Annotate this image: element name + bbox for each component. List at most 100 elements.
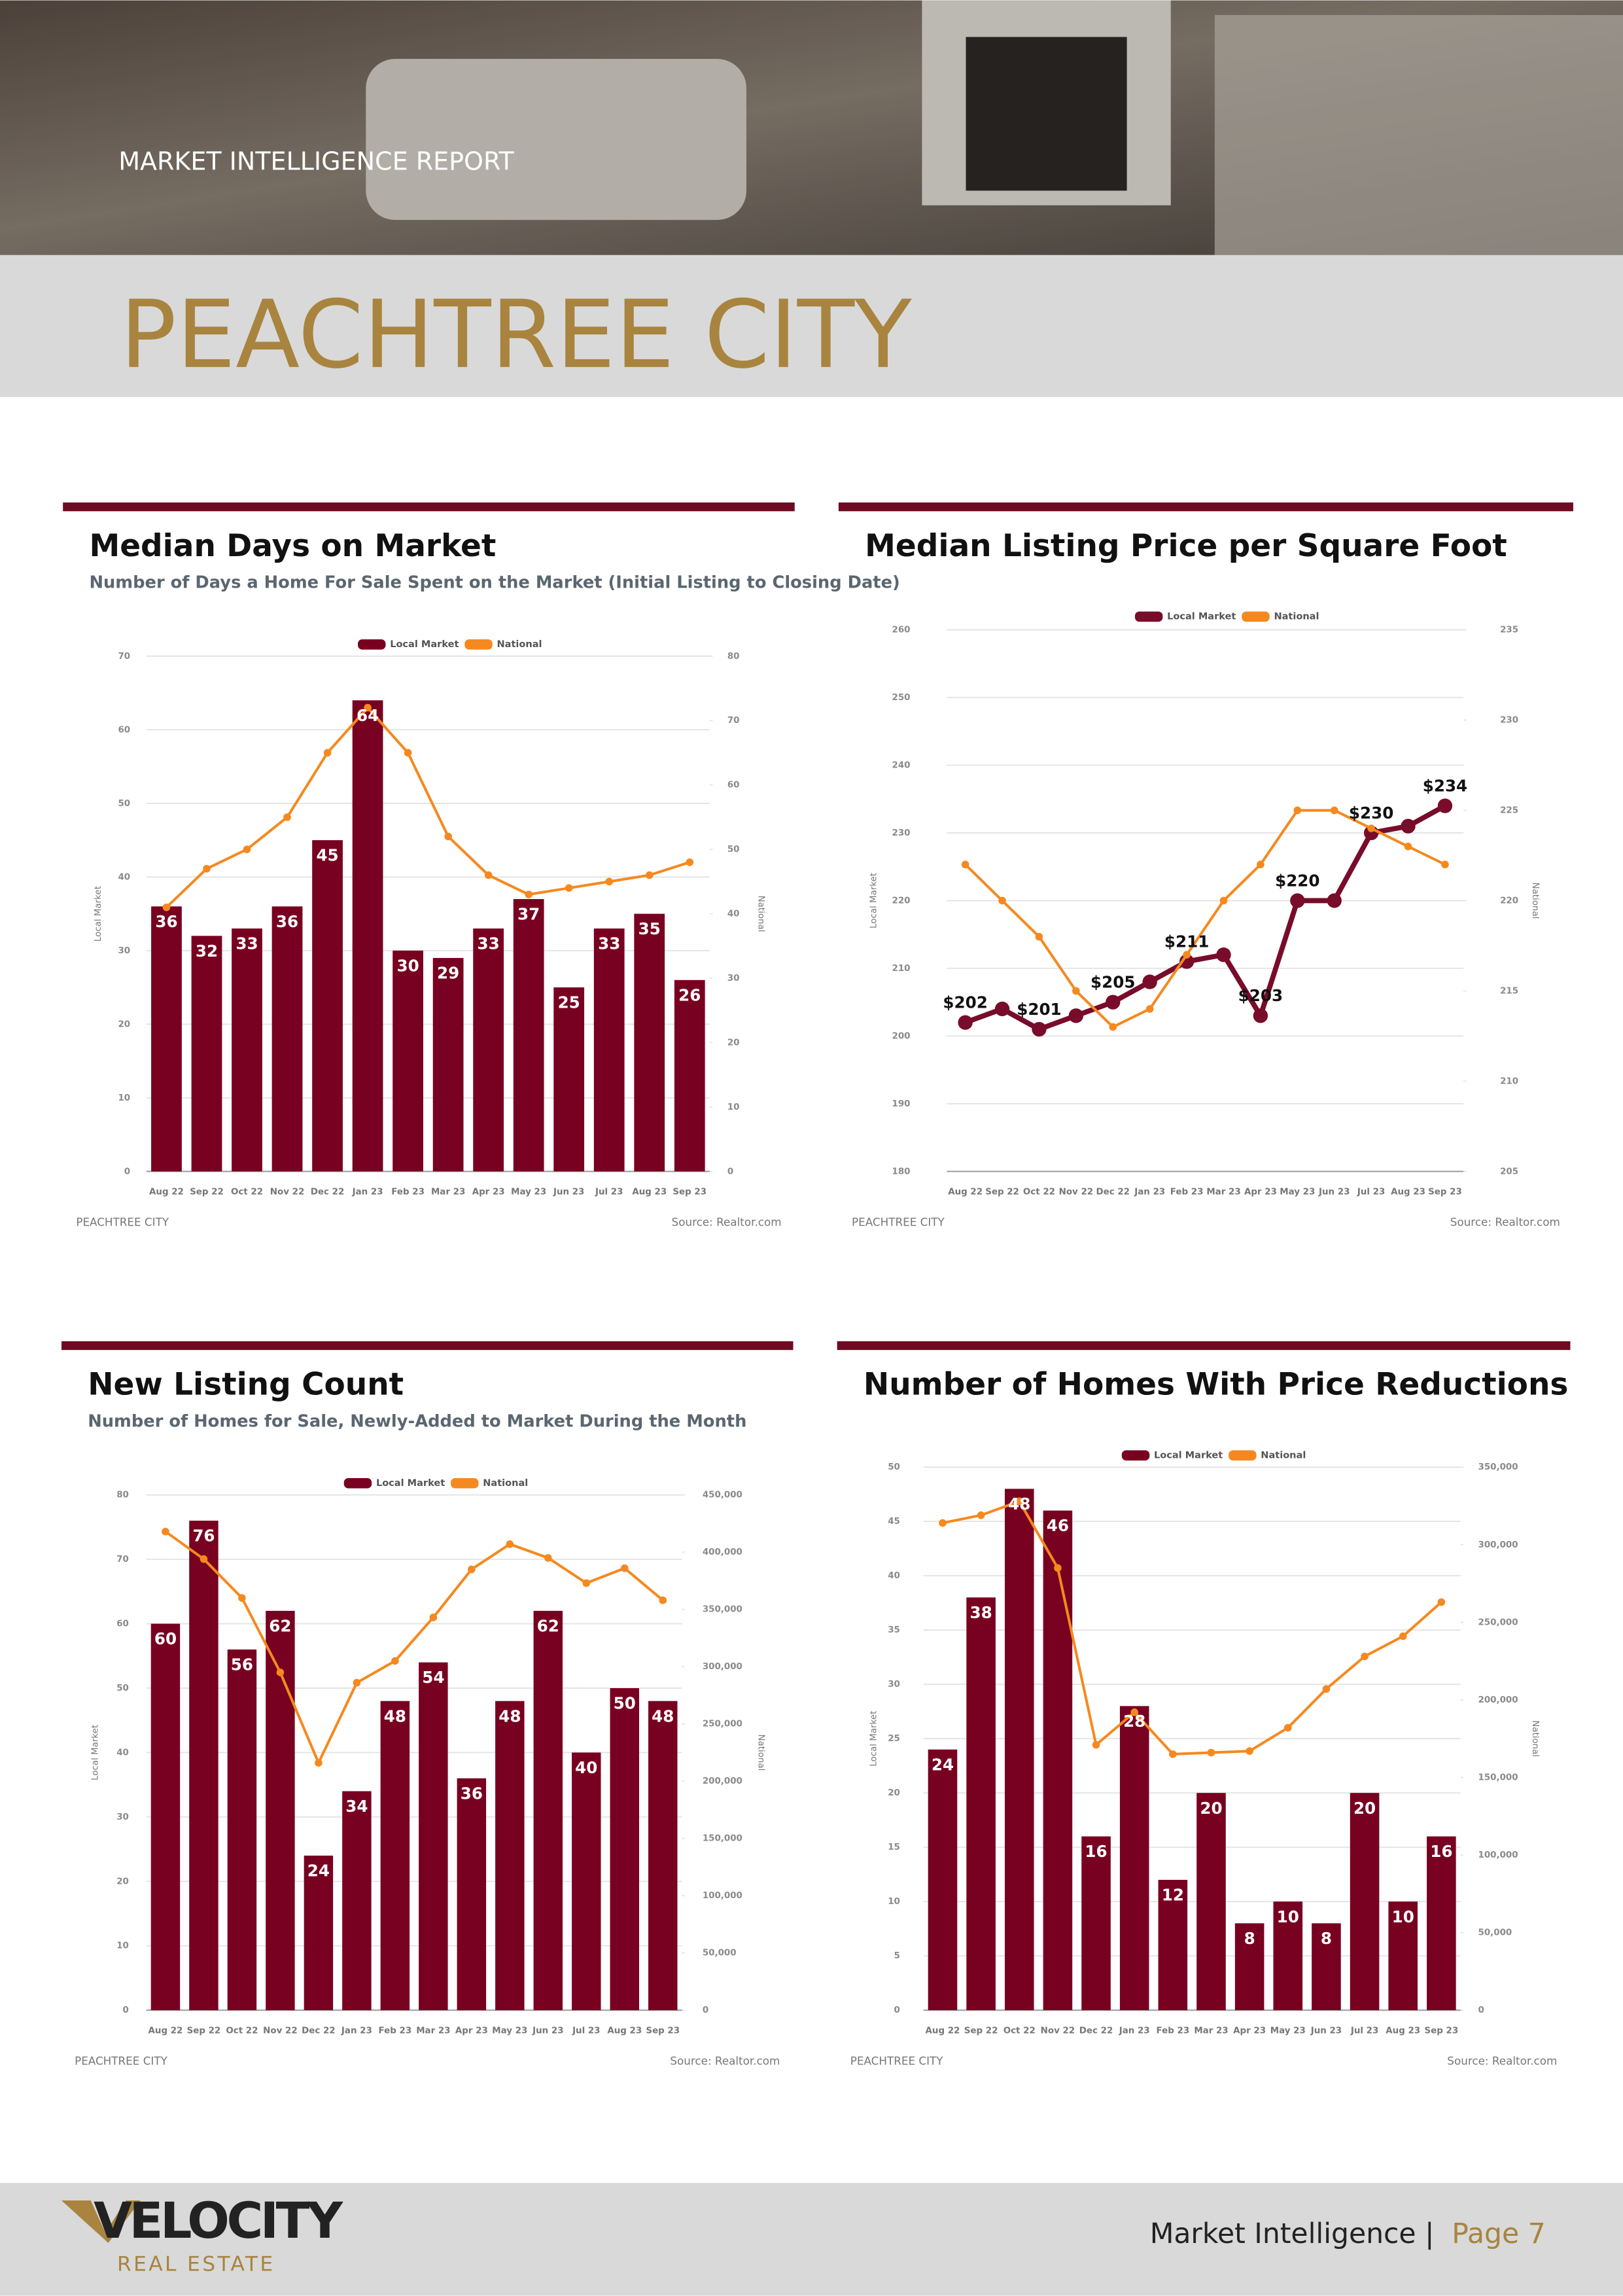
bar (553, 987, 585, 1172)
data-label: 10 (1392, 1907, 1414, 1926)
line-point (544, 1554, 552, 1562)
line-point (645, 871, 654, 879)
x-tick-label: Jan 23 (1134, 1188, 1165, 1197)
data-label: 12 (1162, 1886, 1184, 1905)
footer-section: Market Intelligence | (1150, 2218, 1435, 2250)
title-band (0, 255, 1623, 397)
y-tick-label: 220 (892, 896, 911, 906)
y-tick-label: 10 (116, 1941, 129, 1951)
bar (1350, 1793, 1380, 2011)
x-tick-label: Mar 23 (1194, 2026, 1228, 2036)
legend-label: National (1261, 1450, 1306, 1460)
footer-page: Page 7 (1452, 2218, 1545, 2250)
bar (151, 906, 182, 1172)
bar (312, 840, 343, 1172)
x-tick-label: Feb 23 (379, 2026, 412, 2036)
data-label: 8 (1321, 1929, 1332, 1948)
panel-rule (63, 502, 795, 512)
x-tick-label: Jul 23 (1350, 2026, 1378, 2036)
y-tick-label: 230 (892, 828, 911, 838)
line-point (1015, 1497, 1024, 1506)
line-point (582, 1579, 591, 1587)
y2-tick-label: 400,000 (703, 1547, 742, 1557)
legend-swatch (1229, 1450, 1257, 1461)
y2-tick-label: 300,000 (1478, 1540, 1518, 1550)
y-tick-label: 60 (116, 1619, 129, 1629)
x-tick-label: Jul 23 (572, 2026, 600, 2036)
x-tick-label: Sep 22 (190, 1188, 224, 1197)
logo-subtitle: REAL ESTATE (117, 2252, 275, 2276)
line-point (506, 1540, 514, 1548)
y2-tick-label: 150,000 (1478, 1773, 1518, 1782)
y2-tick-label: 200,000 (703, 1776, 742, 1786)
data-label: $220 (1275, 871, 1319, 890)
line-point (276, 1669, 285, 1676)
y-tick-label: 50 (888, 1462, 900, 1472)
data-label: 64 (357, 706, 379, 725)
sofa (366, 59, 746, 221)
data-label: 62 (537, 1616, 559, 1635)
data-label: $205 (1091, 973, 1135, 992)
bar (966, 1597, 996, 2011)
y2-tick-label: 350,000 (1478, 1462, 1518, 1472)
x-tick-label: Apr 23 (455, 2026, 488, 2036)
x-tick-label: Jun 23 (532, 2026, 563, 2036)
legend-label: National (483, 1478, 528, 1489)
legend-label: Local Market (390, 639, 459, 650)
x-tick-label: Jan 23 (1119, 2026, 1150, 2036)
y-tick-label: 250 (892, 693, 911, 703)
bar (1158, 1879, 1188, 2011)
line-point (1401, 819, 1416, 834)
x-tick-label: Aug 22 (926, 2026, 960, 2036)
y-tick-label: 40 (118, 872, 130, 882)
bar (232, 928, 262, 1172)
y2-tick-label: 60 (727, 781, 740, 790)
line-point (565, 884, 573, 892)
y-tick-label: 30 (118, 946, 130, 956)
data-label: 48 (384, 1706, 406, 1725)
line-point (1330, 806, 1338, 815)
x-tick-label: May 23 (1280, 1188, 1315, 1197)
y-axis-title: Local Market (869, 1711, 879, 1767)
bar (191, 936, 222, 1172)
y2-tick-label: 220 (1500, 896, 1518, 906)
y2-tick-label: 150,000 (703, 1834, 742, 1844)
line-point (605, 877, 614, 886)
data-label: 24 (932, 1755, 954, 1774)
bar (473, 928, 504, 1172)
data-label: 33 (236, 934, 258, 953)
data-label: 10 (1277, 1907, 1299, 1926)
data-label: $230 (1349, 804, 1393, 822)
y2-tick-label: 0 (703, 2005, 708, 2015)
line-point (404, 749, 412, 757)
y2-axis-title: National (1530, 882, 1540, 919)
y2-tick-label: 225 (1500, 805, 1518, 815)
line-point (468, 1565, 476, 1574)
y-tick-label: 50 (118, 799, 130, 809)
y-tick-label: 30 (888, 1680, 900, 1689)
line-point (998, 896, 1006, 905)
x-tick-label: Sep 23 (646, 2026, 680, 2036)
x-tick-label: Nov 22 (270, 1188, 305, 1197)
bar (1273, 1901, 1303, 2011)
legend-label: Local Market (376, 1478, 445, 1489)
y-tick-label: 15 (888, 1843, 900, 1852)
bar (513, 899, 544, 1172)
y2-tick-label: 100,000 (1478, 1850, 1518, 1860)
line-point (444, 832, 452, 841)
x-tick-label: Sep 23 (672, 1188, 707, 1197)
logo-mark (61, 2200, 141, 2243)
line-point (1437, 1598, 1446, 1606)
data-label: 8 (1244, 1929, 1255, 1948)
legend-swatch (343, 1477, 372, 1489)
y-tick-label: 180 (892, 1167, 911, 1176)
line-point (1169, 1750, 1177, 1758)
y2-tick-label: 450,000 (703, 1491, 742, 1500)
y-tick-label: 35 (888, 1625, 900, 1635)
y2-tick-label: 20 (727, 1038, 740, 1048)
line-point (961, 860, 969, 869)
chart-footer: PEACHTREE CITY (852, 1216, 945, 1229)
y-tick-label: 0 (124, 1167, 130, 1176)
x-tick-label: Sep 22 (964, 2026, 998, 2036)
x-tick-label: Jun 23 (1310, 2026, 1342, 2036)
